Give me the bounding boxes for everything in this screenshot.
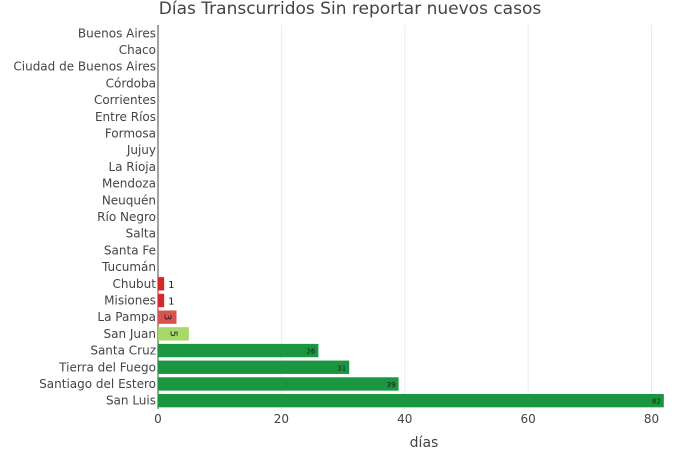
bar-san-juan	[158, 327, 189, 341]
data-label-santa-cruz: 26	[306, 348, 315, 356]
x-axis-title: días	[410, 435, 439, 450]
data-label-santiago-del-estero: 39	[387, 381, 396, 389]
chart-title: Días Transcurridos Sin reportar nuevos c…	[159, 0, 542, 19]
x-tick-label: 20	[274, 412, 289, 426]
bar-la-pampa	[158, 310, 177, 324]
y-label-chaco: Chaco	[119, 43, 156, 57]
bar-misiones	[158, 293, 165, 308]
y-axis-labels: Buenos Aires Chaco Ciudad de Buenos Aires C…	[13, 26, 156, 407]
y-label-neuquen: Neuquén	[102, 193, 156, 207]
y-label-santa-fe: Santa Fe	[104, 243, 156, 257]
data-label-san-juan: 5	[167, 331, 178, 337]
y-label-formosa: Formosa	[105, 127, 156, 141]
y-label-misiones: Misiones	[104, 293, 156, 307]
y-label-santa-cruz: Santa Cruz	[90, 344, 156, 358]
bar-santa-cruz	[158, 343, 319, 358]
y-label-santiago-del-estero: Santiago del Estero	[39, 377, 156, 391]
y-label-buenos-aires: Buenos Aires	[78, 26, 156, 40]
data-label-misiones: 1	[168, 296, 174, 307]
bar-san-luis	[158, 393, 664, 408]
y-label-la-rioja: La Rioja	[108, 160, 156, 174]
y-label-tierra-del-fuego: Tierra del Fuego	[58, 360, 156, 374]
y-label-rio-negro: Río Negro	[97, 210, 156, 224]
y-label-tucuman: Tucumán	[101, 260, 156, 274]
y-label-corrientes: Corrientes	[94, 93, 156, 107]
x-tick-label: 40	[397, 412, 412, 426]
x-tick-label: 0	[154, 412, 162, 426]
y-label-entre-rios: Entre Ríos	[95, 110, 156, 124]
bar-tierra-del-fuego	[158, 360, 350, 374]
y-label-ciudad-de-buenos-aires: Ciudad de Buenos Aires	[13, 60, 156, 74]
y-label-mendoza: Mendoza	[102, 177, 156, 191]
x-tick-label: 60	[520, 412, 535, 426]
y-label-cordoba: Córdoba	[106, 76, 156, 90]
data-label-chubut: 1	[168, 280, 174, 291]
x-axis-ticks: 0 20 40 60 80	[154, 412, 659, 426]
y-label-san-juan: San Juan	[104, 327, 157, 341]
bar-santiago-del-estero	[158, 377, 399, 391]
data-label-la-pampa: 3	[161, 314, 172, 320]
x-tick-label: 80	[644, 412, 659, 426]
y-label-la-pampa: La Pampa	[97, 310, 156, 324]
y-label-salta: Salta	[126, 227, 156, 241]
y-label-chubut: Chubut	[112, 277, 156, 291]
data-label-san-luis: 82	[652, 398, 661, 406]
bar-chubut	[158, 277, 165, 291]
y-label-jujuy: Jujuy	[126, 143, 156, 157]
bars: 1 1 3 5 26 31 39 82	[158, 277, 664, 408]
y-label-san-luis: San Luis	[106, 394, 156, 408]
data-label-tierra-del-fuego: 31	[337, 364, 346, 372]
